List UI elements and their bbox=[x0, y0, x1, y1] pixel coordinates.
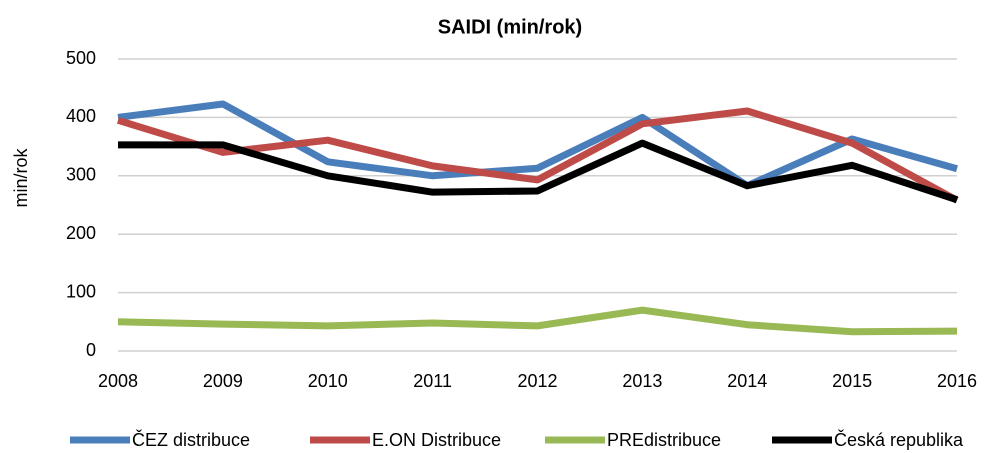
x-tick-label: 2014 bbox=[727, 371, 767, 391]
legend-label: Česká republika bbox=[834, 429, 964, 450]
x-tick-label: 2012 bbox=[517, 371, 557, 391]
y-tick-label: 0 bbox=[86, 340, 96, 360]
series-line bbox=[117, 306, 958, 336]
y-tick-label: 400 bbox=[66, 106, 96, 126]
series-line bbox=[118, 139, 959, 204]
legend-label: ČEZ distribuce bbox=[132, 429, 250, 450]
y-tick-label: 500 bbox=[66, 48, 96, 68]
x-tick-label: 2013 bbox=[622, 371, 662, 391]
x-tick-label: 2015 bbox=[832, 371, 872, 391]
x-tick-label: 2009 bbox=[203, 371, 243, 391]
legend-label: PREdistribuce bbox=[607, 430, 721, 450]
y-axis-label: min/rok bbox=[11, 147, 31, 207]
y-tick-label: 100 bbox=[66, 281, 96, 301]
x-tick-label: 2010 bbox=[308, 371, 348, 391]
y-tick-label: 200 bbox=[66, 223, 96, 243]
chart-title: SAIDI (min/rok) bbox=[438, 16, 582, 38]
x-tick-label: 2011 bbox=[413, 371, 452, 391]
y-tick-label: 300 bbox=[66, 165, 96, 185]
x-tick-label: 2008 bbox=[98, 371, 138, 391]
series-line bbox=[116, 107, 959, 204]
x-tick-label: 2016 bbox=[937, 371, 977, 391]
series-line bbox=[117, 100, 958, 190]
legend-label: E.ON Distribuce bbox=[372, 430, 501, 450]
